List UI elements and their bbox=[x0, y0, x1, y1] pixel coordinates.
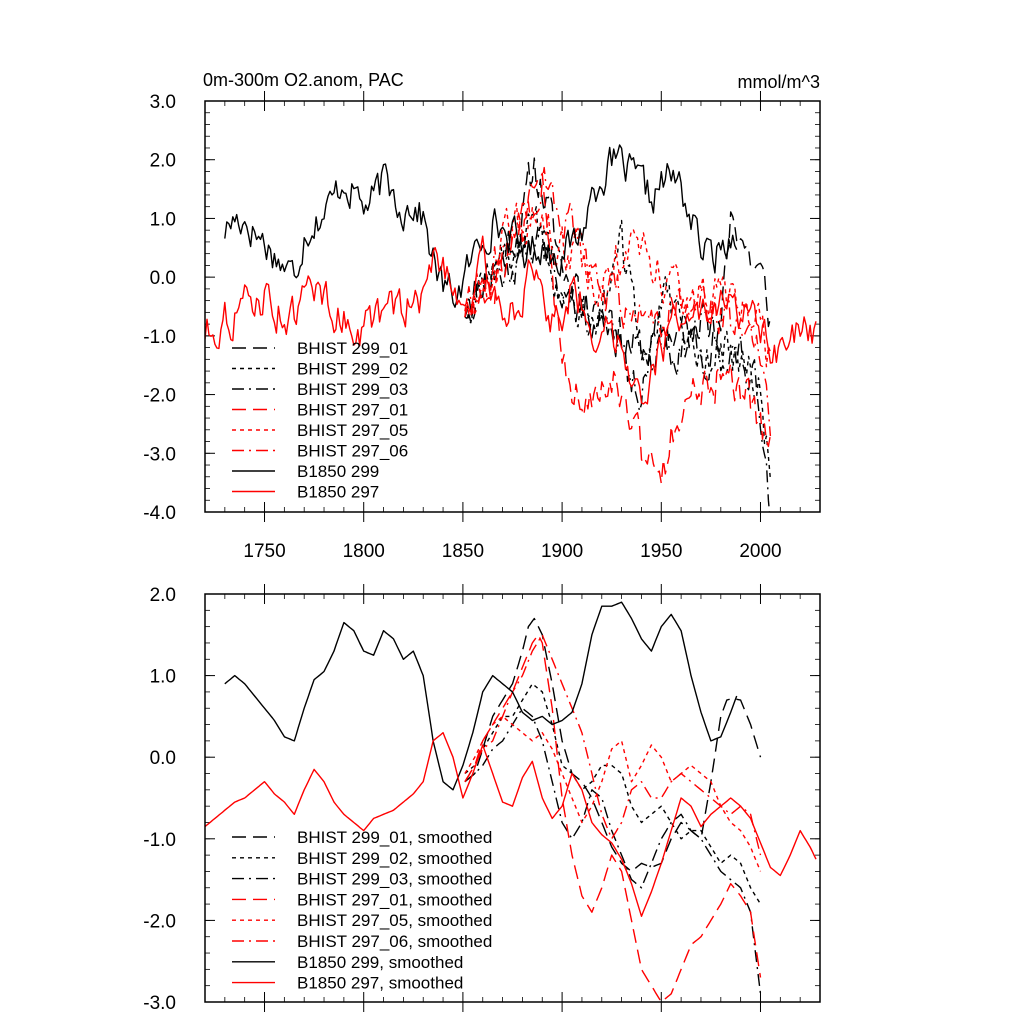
bottom-panel-legend: BHIST 299_01, smoothed BHIST 299_02, smoo… bbox=[232, 828, 492, 993]
y-tick-label: 0.0 bbox=[150, 268, 176, 289]
y-tick-label: -3.0 bbox=[143, 993, 176, 1014]
y-tick-label: -1.0 bbox=[143, 830, 176, 851]
legend-label: B1850 297 bbox=[297, 483, 379, 502]
x-tick-label: 1800 bbox=[343, 541, 385, 562]
top-panel-title: 0m-300m O2.anom, PAC bbox=[203, 70, 404, 90]
bottom-panel: 2.0 1.0 0.0 -1.0 -2.0 -3.0 BHIST 299_01, smoo… bbox=[143, 584, 821, 1014]
legend-label: BHIST 299_03 bbox=[297, 380, 408, 399]
series-line bbox=[205, 732, 817, 917]
x-tick-label: 1850 bbox=[442, 541, 484, 562]
x-tick-label: 1950 bbox=[640, 541, 682, 562]
y-tick-label: -3.0 bbox=[143, 444, 176, 465]
series-line bbox=[205, 235, 817, 405]
series-line bbox=[464, 683, 762, 905]
legend-label: BHIST 299_01 bbox=[297, 339, 408, 358]
series-line bbox=[224, 601, 738, 791]
legend-label: B1850 299, smoothed bbox=[297, 953, 463, 972]
series-line bbox=[464, 172, 772, 485]
y-tick-label: -4.0 bbox=[143, 503, 176, 524]
series-line bbox=[464, 202, 772, 368]
top-panel-units: mmol/m^3 bbox=[738, 72, 820, 92]
bottom-panel-series bbox=[205, 601, 817, 1002]
y-tick-label: -1.0 bbox=[143, 327, 176, 348]
series-line bbox=[464, 634, 762, 856]
y-tick-label: -2.0 bbox=[143, 386, 176, 407]
legend-label: BHIST 297_01 bbox=[297, 401, 408, 420]
y-tick-label: 2.0 bbox=[150, 151, 176, 172]
y-tick-label: -2.0 bbox=[143, 911, 176, 932]
series-line bbox=[224, 144, 738, 308]
y-tick-label: 1.0 bbox=[150, 209, 176, 230]
y-tick-label: 2.0 bbox=[150, 585, 176, 606]
series-line bbox=[464, 617, 762, 873]
x-tick-label: 1750 bbox=[243, 541, 285, 562]
series-line bbox=[464, 166, 772, 437]
bottom-panel-frame bbox=[204, 593, 821, 1003]
top-panel-frame bbox=[204, 100, 821, 513]
x-tick-label: 2000 bbox=[739, 541, 781, 562]
top-panel: 0m-300m O2.anom, PAC mmol/m^3 3.0 2.0 1.0 0… bbox=[143, 70, 821, 562]
top-panel-series bbox=[205, 144, 817, 512]
legend-label: BHIST 299_03, smoothed bbox=[297, 870, 492, 889]
legend-label: BHIST 297_06, smoothed bbox=[297, 932, 492, 951]
legend-label: BHIST 297_05, smoothed bbox=[297, 911, 492, 930]
legend-label: BHIST 297_01, smoothed bbox=[297, 890, 492, 909]
legend-label: B1850 299 bbox=[297, 462, 379, 481]
series-line bbox=[464, 707, 762, 994]
bottom-panel-x-ticks bbox=[224, 584, 821, 1012]
legend-label: B1850 297, smoothed bbox=[297, 974, 463, 993]
y-tick-label: 1.0 bbox=[150, 667, 176, 688]
top-panel-y-ticks: 3.0 2.0 1.0 0.0 -1.0 -2.0 -3.0 -4.0 bbox=[143, 92, 820, 524]
legend-label: BHIST 297_06 bbox=[297, 442, 408, 461]
legend-label: BHIST 299_01, smoothed bbox=[297, 828, 492, 847]
legend-label: BHIST 297_05 bbox=[297, 421, 408, 440]
y-tick-label: 0.0 bbox=[150, 748, 176, 769]
legend-label: BHIST 299_02, smoothed bbox=[297, 849, 492, 868]
top-panel-x-ticks: 1750 1800 1850 1900 1950 2000 bbox=[224, 91, 821, 562]
series-line bbox=[464, 715, 762, 872]
legend-label: BHIST 299_02 bbox=[297, 360, 408, 379]
y-tick-label: 3.0 bbox=[150, 92, 176, 113]
series-line bbox=[464, 634, 762, 1002]
x-tick-label: 1900 bbox=[541, 541, 583, 562]
